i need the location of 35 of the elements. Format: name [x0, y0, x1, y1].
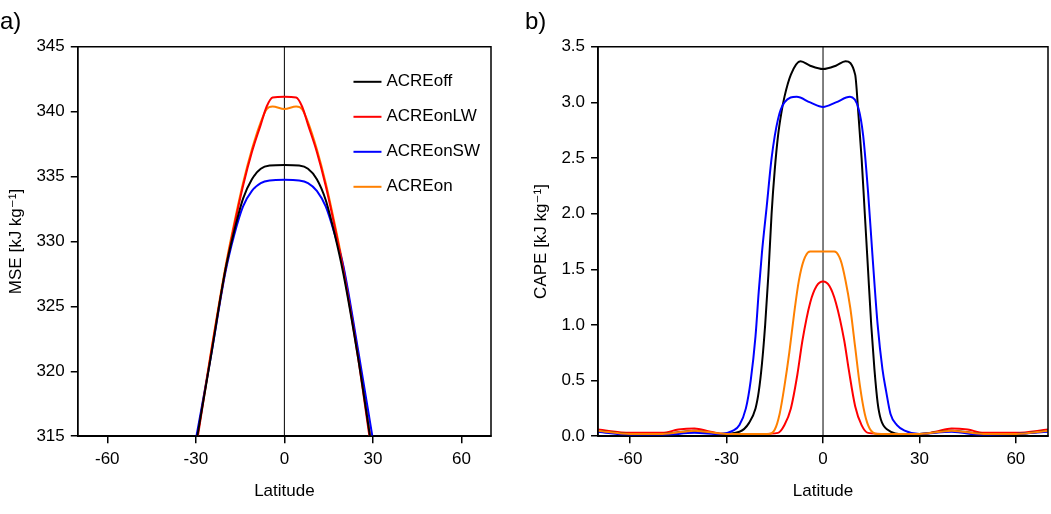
y-tick-label: 325: [36, 296, 65, 316]
legend-label: ACREoff: [386, 71, 453, 91]
y-tick-label: 320: [36, 360, 65, 380]
legend-label: ACREon: [386, 176, 453, 196]
chart-title: b): [525, 7, 547, 35]
x-tick-label: -60: [94, 449, 120, 469]
chart-title: a): [0, 7, 22, 35]
y-tick-label: 335: [36, 166, 65, 186]
x-tick-label: -60: [617, 449, 643, 469]
y-tick-label: 3.0: [561, 92, 586, 112]
x-tick-label: 0: [279, 449, 290, 469]
y-tick-label: 2.0: [561, 203, 586, 223]
y-tick-label: 345: [36, 36, 65, 56]
x-axis-title: Latitude: [792, 481, 854, 501]
y-axis-title: CAPE [kJ kg⁻¹]: [530, 184, 550, 299]
x-tick-label: -30: [714, 449, 739, 469]
y-tick-label: 0.0: [561, 425, 586, 445]
legend-label: ACREonLW: [386, 106, 477, 126]
y-axis-title: MSE [kJ kg⁻¹]: [5, 188, 25, 295]
y-tick-label: 3.5: [561, 36, 586, 56]
x-axis-title: Latitude: [254, 481, 315, 501]
y-tick-label: 340: [36, 101, 65, 121]
y-tick-label: 330: [36, 231, 65, 251]
y-tick-label: 2.5: [561, 147, 586, 167]
x-tick-label: 30: [909, 449, 929, 469]
y-tick-label: 0.5: [561, 370, 586, 390]
x-tick-label: 60: [1006, 449, 1026, 469]
y-tick-label: 1.0: [561, 314, 586, 334]
y-tick-label: 315: [36, 425, 65, 445]
x-tick-label: 0: [818, 449, 828, 469]
y-tick-label: 1.5: [561, 259, 586, 278]
x-tick-label: 60: [452, 449, 471, 469]
legend-label: ACREonSW: [386, 141, 481, 161]
x-tick-label: 30: [363, 449, 383, 469]
x-tick-label: -30: [183, 449, 209, 469]
